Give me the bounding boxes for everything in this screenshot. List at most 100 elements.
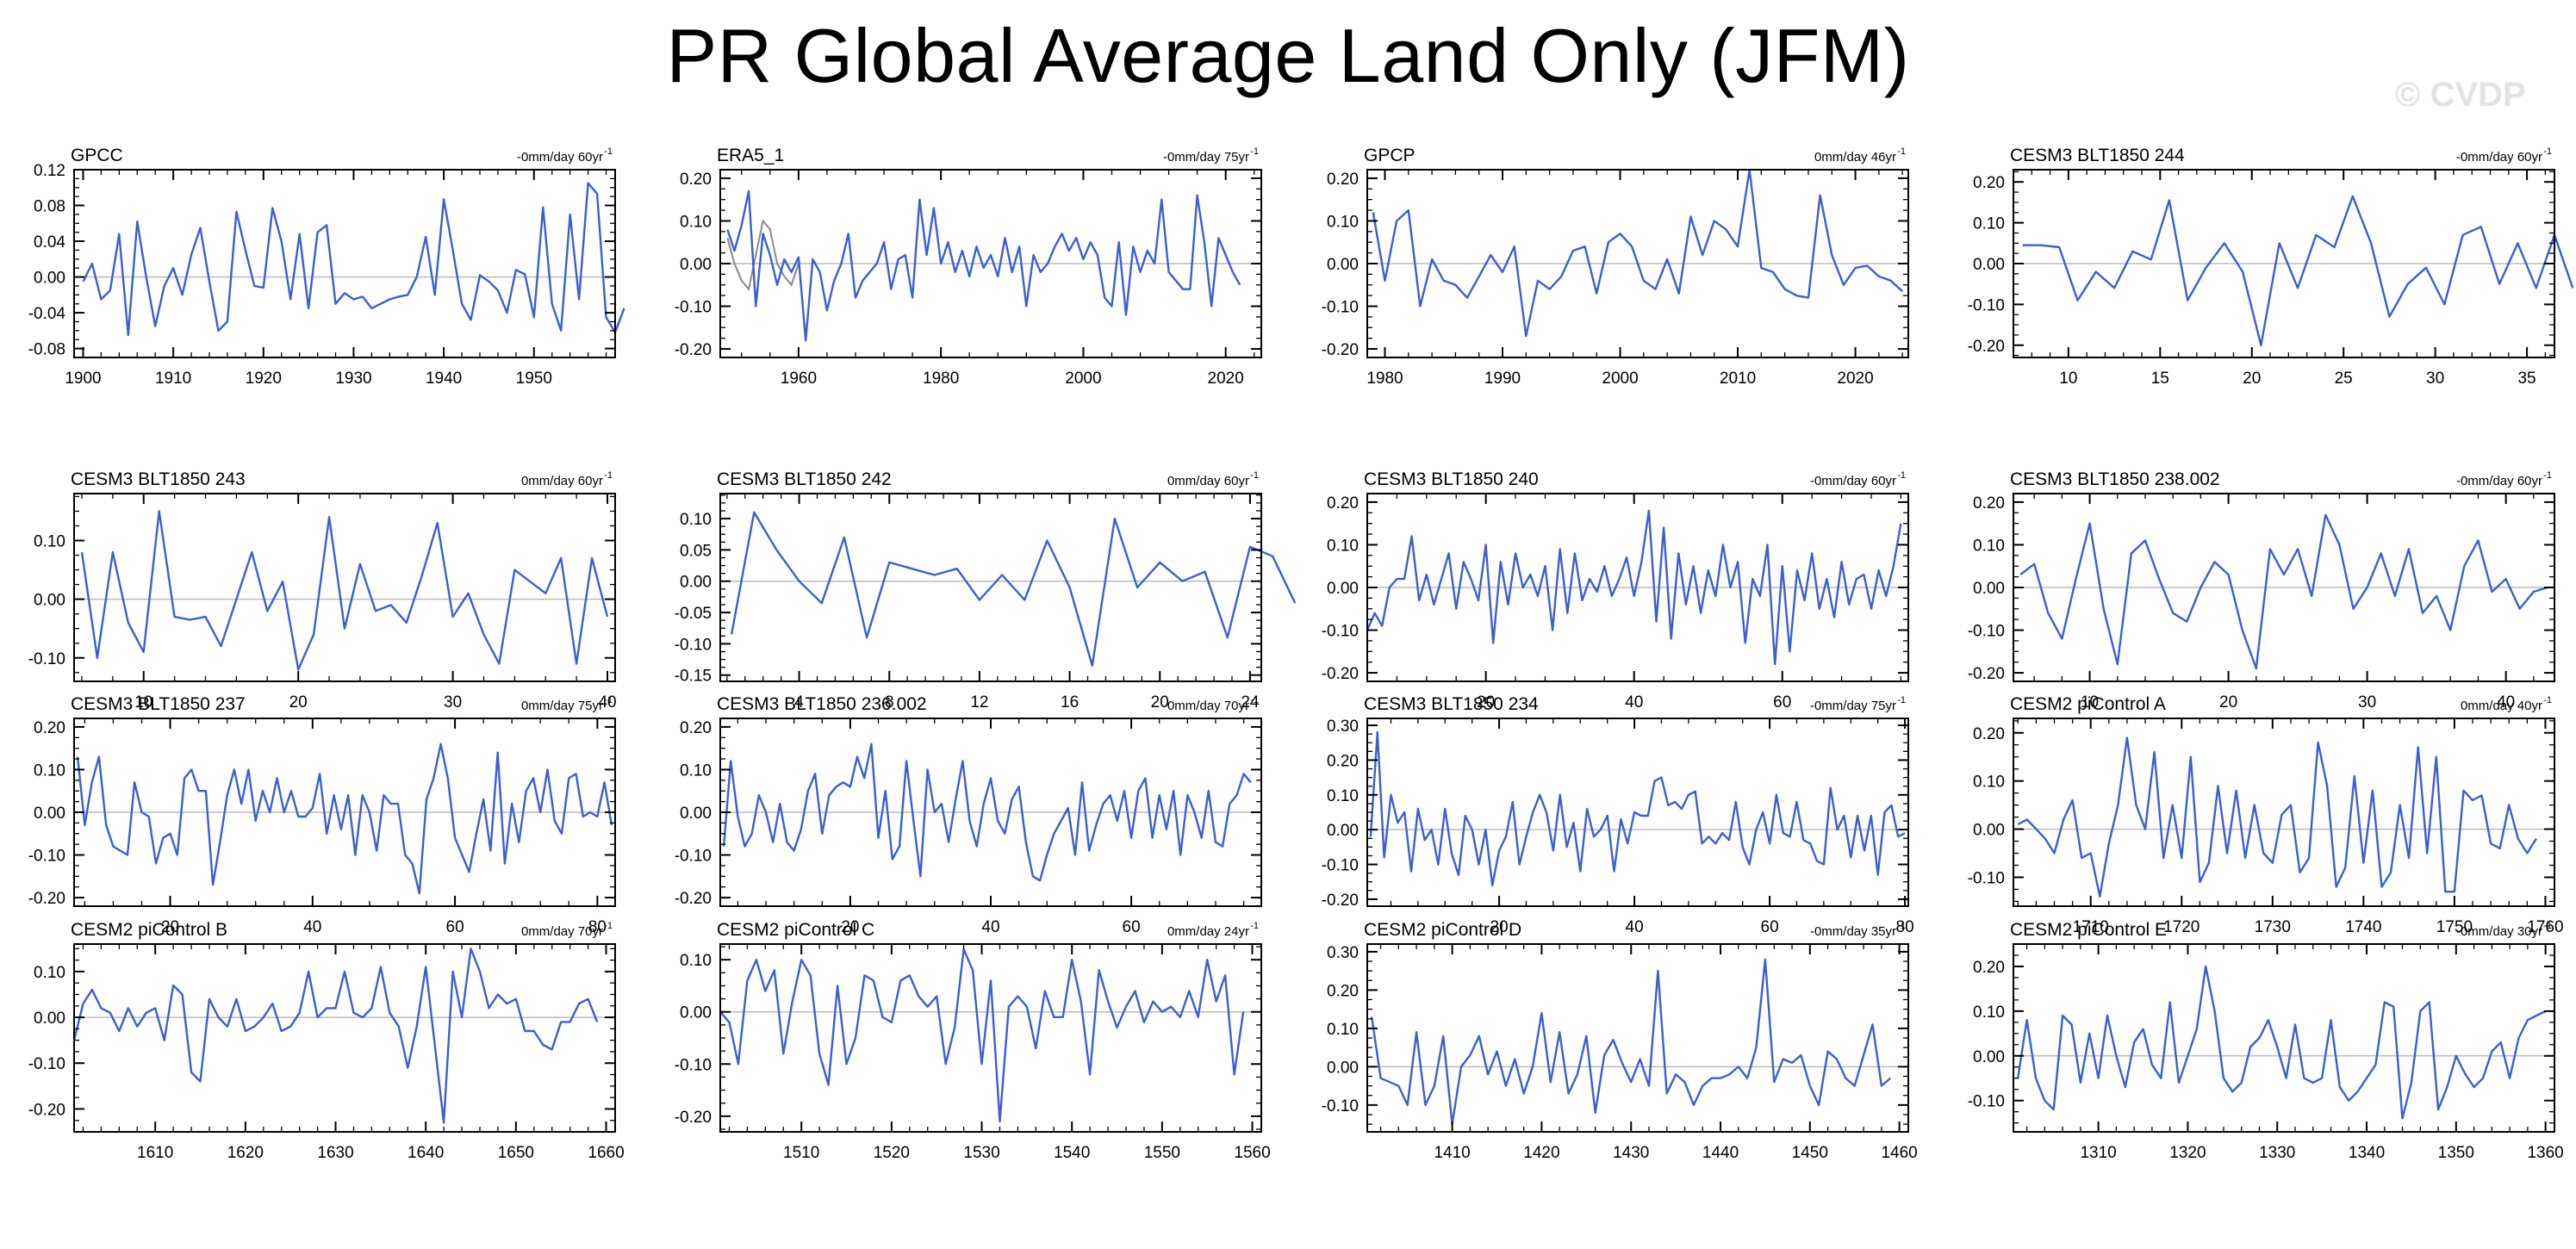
series-line: [1371, 958, 1891, 1126]
x-tick-label: 1620: [227, 1144, 264, 1162]
x-tick-label: 1350: [2438, 1144, 2474, 1162]
x-tick-label: 8: [885, 693, 894, 711]
y-tick-label: 0.30: [1327, 718, 1359, 736]
x-tick-label: 20: [289, 693, 308, 711]
trend-exponent: -1: [1250, 695, 1259, 705]
cvdp-watermark: © CVDP: [2395, 76, 2526, 114]
x-tick-label: 12: [970, 693, 988, 711]
trend-label: -0mm/day 60yr: [517, 150, 603, 165]
y-tick-label: -0.10: [1322, 299, 1359, 317]
x-tick-label: 1410: [1434, 1144, 1470, 1162]
x-tick-label: 1940: [426, 370, 462, 388]
y-tick-label: 0.00: [1973, 1048, 2005, 1066]
trend-label: 0mm/day 70yr: [1167, 699, 1249, 713]
y-tick-label: -0.04: [28, 305, 66, 323]
trend-exponent: -1: [1897, 146, 1906, 157]
trend-exponent: -1: [1250, 146, 1259, 157]
x-tick-label: 1310: [2080, 1144, 2116, 1162]
y-tick-label: -0.10: [1968, 869, 2005, 887]
x-tick-label: 60: [1773, 693, 1791, 711]
y-tick-label: 0.20: [1327, 494, 1359, 513]
x-tick-label: 10: [134, 693, 152, 711]
x-tick-label: 20: [1477, 693, 1495, 711]
x-tick-label: 40: [981, 918, 999, 936]
x-tick-label: 1430: [1613, 1144, 1649, 1162]
y-tick-label: -0.20: [1322, 665, 1359, 683]
plot-frame: [73, 943, 616, 1133]
y-tick-label: -0.20: [675, 341, 712, 359]
y-tick-label: 0.20: [1973, 494, 2005, 513]
x-tick-label: 1710: [2073, 918, 2109, 936]
chart-title: GPCP: [1364, 146, 1416, 165]
chart-title: CESM3 BLT1850 238.002: [2010, 469, 2220, 489]
y-tick-label: -0.20: [1322, 341, 1359, 359]
y-tick-label: 0.00: [34, 270, 65, 288]
chart-title: CESM3 BLT1850 240: [1364, 469, 1539, 489]
x-tick-label: 20: [1490, 918, 1509, 936]
x-tick-label: 80: [588, 918, 607, 936]
x-tick-label: 40: [303, 918, 321, 936]
series-line: [76, 743, 613, 895]
trend-exponent: -1: [604, 146, 613, 157]
chart-title: CESM2 piControl D: [1364, 920, 1521, 940]
x-tick-label: 1530: [963, 1144, 999, 1162]
x-tick-label: 1450: [1792, 1144, 1828, 1162]
x-tick-label: 60: [1761, 918, 1779, 936]
x-tick-label: 1730: [2255, 918, 2291, 936]
y-tick-label: 0.00: [1327, 822, 1359, 840]
x-tick-label: 40: [1626, 918, 1644, 936]
chart-title: CESM3 BLT1850 236.002: [717, 694, 927, 714]
x-tick-label: 1740: [2345, 918, 2381, 936]
x-tick-label: 1560: [1234, 1144, 1270, 1162]
y-tick-label: 0.10: [1327, 537, 1359, 555]
plot-frame: [1366, 718, 1909, 907]
y-tick-label: -0.10: [1968, 296, 2005, 314]
y-tick-label: 0.00: [1973, 822, 2005, 840]
chart-title: CESM3 BLT1850 244: [2010, 146, 2185, 165]
y-tick-label: -0.10: [1322, 857, 1359, 875]
chart-panel-16: -0.10 0.00 0.10 0.20 1310 1320 1330 1340 1350 136…: [1968, 920, 2564, 1162]
chart-title: CESM2 piControl E: [2010, 920, 2167, 940]
y-tick-label: 0.10: [1973, 537, 2005, 555]
x-tick-label: 15: [2151, 370, 2169, 388]
x-tick-label: 1440: [1702, 1144, 1739, 1162]
x-tick-label: 40: [2497, 693, 2515, 711]
trend-exponent: -1: [1897, 695, 1906, 705]
y-tick-label: 0.20: [680, 719, 712, 737]
y-tick-label: 0.00: [1327, 580, 1359, 598]
y-tick-label: 0.00: [34, 805, 65, 823]
x-tick-label: 1650: [498, 1144, 534, 1162]
y-tick-label: 0.12: [34, 162, 65, 180]
chart-title: CESM3 BLT1850 243: [71, 469, 246, 489]
trend-exponent: -1: [1897, 921, 1906, 931]
x-tick-label: 20: [161, 918, 179, 936]
x-tick-label: 1980: [923, 370, 959, 388]
y-tick-label: 0.10: [1327, 213, 1359, 231]
x-tick-label: 20: [2219, 693, 2237, 711]
y-tick-label: 0.10: [1327, 787, 1359, 805]
plot-frame: [719, 493, 1262, 682]
y-tick-label: -0.10: [675, 299, 712, 317]
chart-panel-8: -0.20 -0.10 0.00 0.10 0.20 10 20 30 40 CESM3 BLT1…: [1968, 469, 2555, 711]
x-tick-label: 1320: [2169, 1144, 2206, 1162]
y-tick-label: -0.10: [1322, 1097, 1359, 1115]
y-tick-label: 0.05: [680, 542, 712, 560]
y-tick-label: -0.10: [1968, 1093, 2005, 1111]
y-tick-label: 0.10: [1973, 774, 2005, 792]
y-tick-label: -0.20: [28, 890, 65, 908]
x-tick-label: 1660: [588, 1144, 624, 1162]
y-tick-label: 0.10: [680, 511, 712, 529]
x-tick-label: 1640: [408, 1144, 444, 1162]
y-tick-label: 0.20: [1973, 174, 2005, 192]
trend-label: -0mm/day 35yr: [1810, 924, 1896, 939]
series-line: [726, 190, 1241, 342]
chart-panel-10: -0.20 -0.10 0.00 0.10 0.20 20 40 60 CESM3 BLT185…: [675, 694, 1262, 936]
y-tick-label: 0.00: [680, 256, 712, 274]
trend-label: -0mm/day 75yr: [1810, 699, 1896, 713]
trend-exponent: -1: [2543, 470, 2552, 481]
x-tick-label: 1610: [137, 1144, 173, 1162]
chart-panel-7: -0.20 -0.10 0.00 0.10 0.20 20 40 60 CESM3 BLT185…: [1322, 469, 1909, 711]
trend-label: 0mm/day 46yr: [1814, 150, 1896, 165]
y-tick-label: -0.10: [675, 1056, 712, 1074]
x-tick-label: 30: [2426, 370, 2444, 388]
